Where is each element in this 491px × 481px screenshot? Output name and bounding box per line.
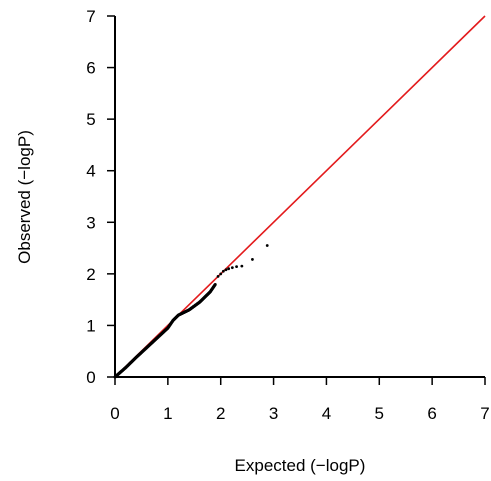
data-point — [240, 264, 244, 268]
x-axis-title: Expected (−logP) — [235, 456, 366, 475]
data-point — [265, 244, 269, 247]
data-point — [224, 268, 228, 272]
data-point — [221, 269, 225, 273]
data-points — [113, 244, 269, 379]
data-point — [227, 267, 231, 271]
data-point — [235, 265, 238, 269]
y-tick-label: 5 — [86, 110, 95, 129]
data-point — [230, 266, 234, 270]
y-tick-label: 2 — [86, 265, 95, 284]
y-tick-label: 0 — [86, 368, 95, 387]
x-tick-label: 3 — [269, 404, 278, 423]
axes — [114, 16, 485, 378]
y-axis-title: Observed (−logP) — [15, 130, 34, 264]
data-point — [219, 272, 223, 276]
data-point — [216, 275, 220, 278]
x-tick-label: 1 — [163, 404, 172, 423]
x-tick-label: 6 — [427, 404, 436, 423]
x-tick-label: 2 — [216, 404, 225, 423]
x-tick-label: 5 — [375, 404, 384, 423]
data-point — [251, 258, 254, 261]
x-tick-label: 0 — [110, 404, 119, 423]
axis-ticks: 0 1 2 3 4 5 6 7 0 1 2 3 4 5 6 7 — [86, 7, 489, 423]
data-point — [213, 282, 217, 286]
y-tick-label: 4 — [86, 162, 95, 181]
y-tick-label: 3 — [86, 213, 95, 232]
x-tick-label: 4 — [322, 404, 331, 423]
y-tick-label: 7 — [86, 7, 95, 26]
x-tick-label: 7 — [480, 404, 489, 423]
y-tick-label: 6 — [86, 59, 95, 78]
y-tick-label: 1 — [86, 316, 95, 335]
